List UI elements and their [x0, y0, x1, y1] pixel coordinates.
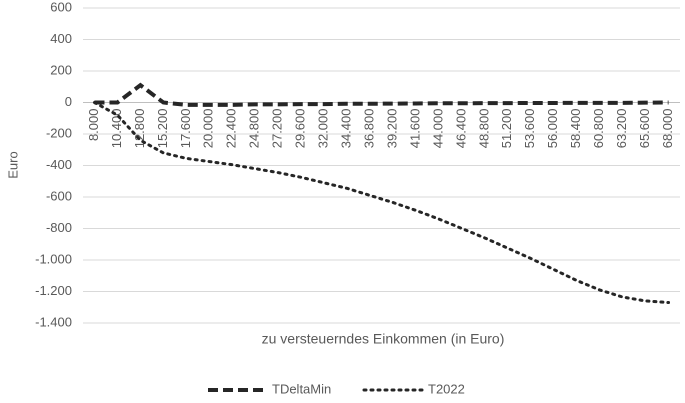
y-axis-title: Euro: [5, 151, 20, 178]
y-tick-label: -400: [46, 157, 72, 172]
x-tick-label: 53.600: [522, 109, 537, 149]
y-tick-label: -1.000: [35, 251, 72, 266]
line-series: [92, 101, 671, 305]
y-tick-label: 600: [50, 0, 72, 14]
y-tick-label: -200: [46, 125, 72, 140]
y-tick-label: -1.200: [35, 283, 72, 298]
y-tick-label: 200: [50, 62, 72, 77]
x-tick-label: 65.600: [637, 109, 652, 149]
x-tick-label: 10.400: [109, 109, 124, 149]
x-tick-label: 8.000: [86, 109, 101, 142]
x-tick-label: 48.800: [476, 108, 491, 148]
x-tick-label: 58.400: [568, 109, 583, 149]
x-tick-label: 17.600: [178, 109, 193, 149]
x-tick-label: 51.200: [499, 109, 514, 149]
legend-label: TDeltaMin: [272, 381, 331, 396]
legend-label: T2022: [428, 381, 465, 396]
x-tick-label: 27.200: [270, 109, 285, 149]
x-tick-label: 41.600: [407, 109, 422, 149]
y-tick-label: -800: [46, 220, 72, 235]
x-tick-label: 36.800: [361, 109, 376, 149]
y-tick-label: 400: [50, 31, 72, 46]
x-tick-label: 46.400: [453, 109, 468, 149]
x-tick-label: 68.000: [660, 109, 675, 149]
x-tick-label: 12.800: [132, 109, 147, 149]
y-tick-label: -1.400: [35, 314, 72, 329]
x-tick-label: 56.000: [545, 109, 560, 149]
x-tick-label: 15.200: [155, 109, 170, 149]
x-tick-label: 34.400: [338, 109, 353, 149]
x-tick-label: 60.800: [591, 109, 606, 149]
x-tick-label: 24.800: [247, 109, 262, 149]
line-series: [94, 82, 669, 107]
x-tick-label: 29.600: [293, 109, 308, 149]
y-tick-label: 0: [65, 94, 72, 109]
x-tick-label: 39.200: [384, 109, 399, 149]
x-axis-title: zu versteuerndes Einkommen (in Euro): [262, 331, 505, 347]
x-tick-label: 44.000: [430, 109, 445, 149]
x-tick-label: 63.200: [614, 109, 629, 149]
x-tick-label: 22.400: [224, 109, 239, 149]
x-tick-label: 32.000: [316, 109, 331, 149]
y-tick-label: -600: [46, 188, 72, 203]
x-tick-label: 20.000: [201, 109, 216, 149]
